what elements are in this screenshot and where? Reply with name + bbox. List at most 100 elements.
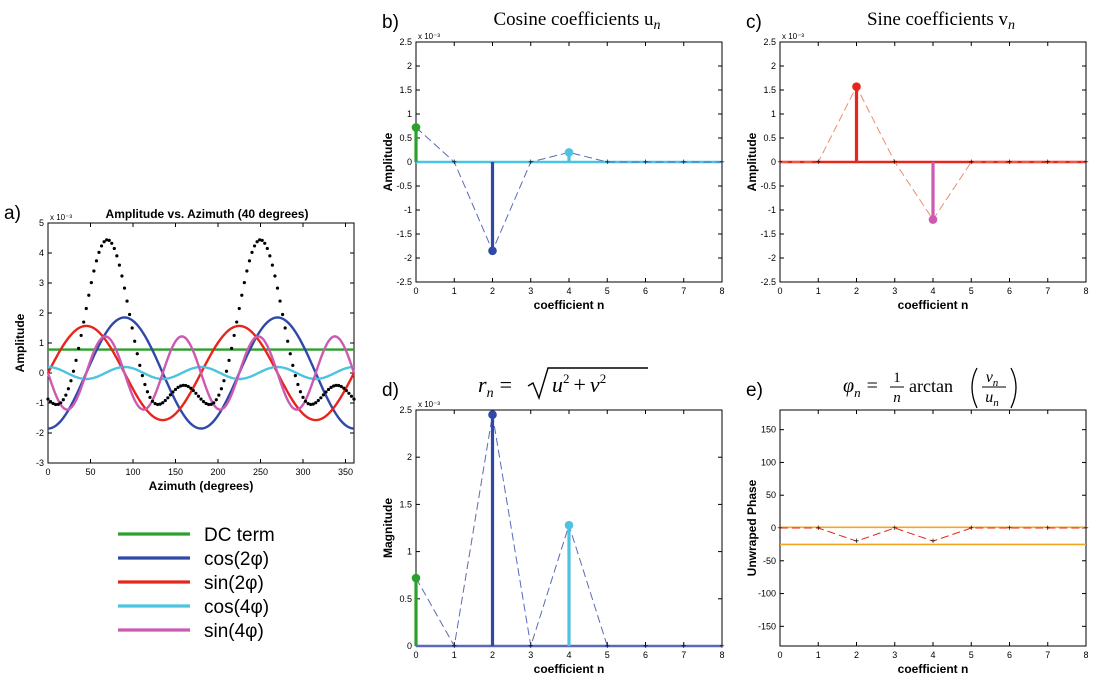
x-tick-label: 6 — [643, 650, 648, 660]
x-tick-label: 0 — [777, 286, 782, 296]
y-tick-label: 5 — [39, 218, 44, 228]
series-point-total — [54, 402, 58, 407]
formula-sub: n — [854, 385, 861, 400]
radical-sign — [527, 367, 648, 401]
series-point-total — [179, 384, 183, 388]
y-tick-label: 1 — [771, 109, 776, 119]
y-tick-label: -0.5 — [760, 181, 776, 191]
series-point-total — [94, 259, 99, 263]
y-tick-label: -2 — [768, 253, 776, 263]
panel-a: 0 50 100 150 200 250 300 350 -3 -2 -1 0 1 2 3 4 5 Azimuth… — [13, 207, 356, 493]
series-point-total — [84, 306, 88, 311]
series-point-total — [201, 400, 206, 404]
title-subscript: n — [1008, 18, 1015, 33]
series-point-total — [342, 386, 346, 390]
panel-e: 0 1 2 3 4 5 6 7 8 -150 -100 -50 0 50 100 150 coefficient… — [745, 367, 1089, 676]
series-point-total — [288, 352, 292, 356]
series-point-total — [352, 397, 356, 401]
data-point-marker: + — [528, 641, 533, 651]
y-tick-label: 100 — [761, 457, 776, 467]
stem-marker — [564, 148, 574, 157]
legend-label: sin(2φ) — [204, 573, 264, 594]
y-tick-label: 1.5 — [399, 85, 412, 95]
x-tick-label: 5 — [969, 286, 974, 296]
series-point-total — [324, 390, 328, 394]
y-tick-label: 2.5 — [399, 37, 412, 47]
series-point-total — [278, 299, 282, 303]
series-point-total — [82, 320, 86, 324]
x-tick-label: 2 — [854, 286, 859, 296]
series-point-total — [79, 333, 83, 338]
series-point-total — [204, 401, 208, 406]
y-axis-label: Amplitude — [381, 132, 395, 191]
series-point-total — [128, 312, 132, 317]
y-tick-label: -1.5 — [396, 229, 412, 239]
phase-point: + — [892, 523, 897, 533]
left-paren — [971, 367, 978, 409]
series-point-total — [173, 387, 178, 392]
series-point-total — [281, 312, 285, 317]
data-point-marker: + — [605, 157, 610, 167]
x-tick-label: 100 — [125, 467, 140, 477]
x-tick-label: 5 — [969, 650, 974, 660]
x-tick-label: 7 — [681, 286, 686, 296]
y-tick-label: 1 — [407, 109, 412, 119]
series-point-total — [247, 259, 252, 263]
data-point-marker: + — [719, 641, 724, 651]
series-point-total — [344, 388, 348, 393]
x-axis-label: coefficient n — [898, 298, 969, 312]
x-tick-label: 8 — [1083, 650, 1088, 660]
data-point-marker: + — [643, 157, 648, 167]
x-tick-label: 7 — [681, 650, 686, 660]
x-tick-label: 8 — [1083, 286, 1088, 296]
series-point-total — [265, 246, 269, 251]
title-subscript: n — [654, 18, 661, 33]
data-point-marker: + — [643, 641, 648, 651]
x-tick-label: 0 — [413, 650, 418, 660]
panel-label-b: b) — [382, 12, 399, 33]
formula-eq: = — [867, 375, 878, 397]
y-tick-label: 0.5 — [763, 133, 776, 143]
legend-item: cos(2φ) — [118, 549, 269, 570]
series-point-total — [291, 363, 295, 367]
y-tick-label: -3 — [36, 458, 44, 468]
x-axis-label: coefficient n — [534, 298, 605, 312]
series-point-total — [97, 250, 101, 254]
stem-marker — [411, 123, 421, 132]
y-tick-label: 1.5 — [763, 85, 776, 95]
y-tick-label: 50 — [766, 490, 776, 500]
series-point-total — [150, 399, 155, 403]
series-point-total — [46, 397, 50, 401]
phase-point: + — [1007, 523, 1012, 533]
phase-point: + — [969, 523, 974, 533]
x-tick-label: 7 — [1045, 650, 1050, 660]
data-point-marker: + — [969, 157, 974, 167]
phase-point: + — [1045, 523, 1050, 533]
series-point-total — [110, 241, 114, 245]
series-line — [46, 335, 356, 411]
series-point-total — [92, 269, 96, 273]
y-tick-label: -1.5 — [760, 229, 776, 239]
formula-sup: 2 — [600, 371, 607, 386]
series-point-total — [337, 383, 341, 388]
panel-d: 0 1 2 3 4 5 6 7 8 0 0.5 1 1.5 2 2.5 coefficient n Magnit… — [381, 367, 725, 676]
x-tick-label: 0 — [777, 650, 782, 660]
series-point-total — [273, 274, 277, 278]
series-point-total — [117, 263, 121, 267]
x-tick-label: 300 — [295, 467, 310, 477]
series-point-total — [140, 374, 144, 378]
x-tick-label: 250 — [253, 467, 268, 477]
y-tick-label: 2 — [771, 61, 776, 71]
series-point-total — [89, 280, 93, 285]
y-tick-label: 150 — [761, 425, 776, 435]
series-point-total — [189, 386, 193, 390]
series-point-total — [61, 398, 65, 402]
series-point-total — [263, 241, 267, 245]
dashed-envelope — [415, 127, 722, 253]
series-point-total — [133, 339, 137, 343]
series-point-total — [48, 400, 53, 404]
series-point-total — [120, 274, 124, 278]
data-point-marker: + — [681, 157, 686, 167]
series-point-total — [158, 402, 162, 406]
series-point-total — [59, 401, 63, 405]
